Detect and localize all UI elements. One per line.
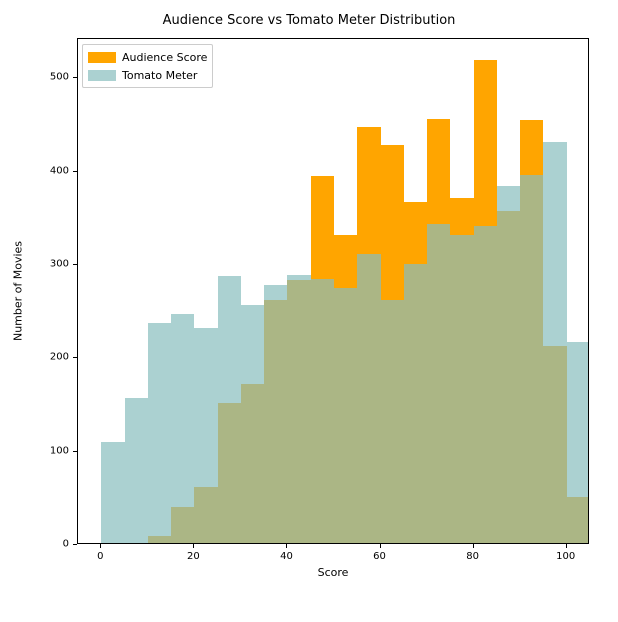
ytick-mark [73,171,77,172]
tomato-meter-bar [334,288,357,543]
tomato-meter-bar [474,226,497,543]
tomato-meter-bar [101,442,124,543]
ytick-label: 200 [0,352,69,363]
xtick-label: 60 [373,551,386,562]
legend-swatch [88,70,116,81]
legend-swatch [88,52,116,63]
tomato-meter-bar [287,275,310,543]
legend-item-tomato-meter: Tomato Meter [88,66,207,84]
tomato-meter-bar [218,276,241,543]
tomato-meter-bar [311,279,334,543]
xtick-mark [380,544,381,548]
legend-item-audience-score: Audience Score [88,48,207,66]
xtick-label: 100 [556,551,575,562]
ytick-label: 300 [0,258,69,269]
tomato-meter-bar [450,235,473,543]
legend-label: Audience Score [122,51,207,64]
plot-area [77,38,589,544]
tomato-meter-bar [264,285,287,543]
xtick-label: 80 [466,551,479,562]
tomato-meter-bar [194,328,217,543]
ytick-mark [73,264,77,265]
tomato-meter-bar [148,323,171,543]
tomato-meter-bar [567,342,588,543]
ytick-label: 0 [0,539,69,550]
ytick-label: 100 [0,445,69,456]
tomato-meter-bar [543,142,566,543]
ytick-mark [73,357,77,358]
legend: Audience Score Tomato Meter [82,44,213,88]
tomato-meter-bar [241,305,264,543]
xtick-mark [286,544,287,548]
chart-title: Audience Score vs Tomato Meter Distribut… [0,13,618,28]
tomato-meter-bar [427,224,450,543]
ytick-mark [73,544,77,545]
tomato-meter-bar [381,300,404,543]
tomato-meter-bar [357,254,380,543]
tomato-meter-bar [497,186,520,543]
x-axis-label: Score [77,566,589,579]
ytick-label: 400 [0,165,69,176]
xtick-mark [193,544,194,548]
xtick-label: 0 [97,551,103,562]
xtick-mark [566,544,567,548]
tomato-meter-bar [520,175,543,543]
ytick-mark [73,451,77,452]
xtick-mark [100,544,101,548]
ytick-mark [73,77,77,78]
tomato-meter-bar [171,314,194,543]
bars-layer [78,39,588,543]
ytick-label: 500 [0,72,69,83]
legend-label: Tomato Meter [122,69,197,82]
xtick-label: 20 [187,551,200,562]
xtick-label: 40 [280,551,293,562]
xtick-mark [473,544,474,548]
y-axis-label: Number of Movies [12,241,25,341]
tomato-meter-bar [125,398,148,543]
tomato-meter-bar [404,264,427,543]
